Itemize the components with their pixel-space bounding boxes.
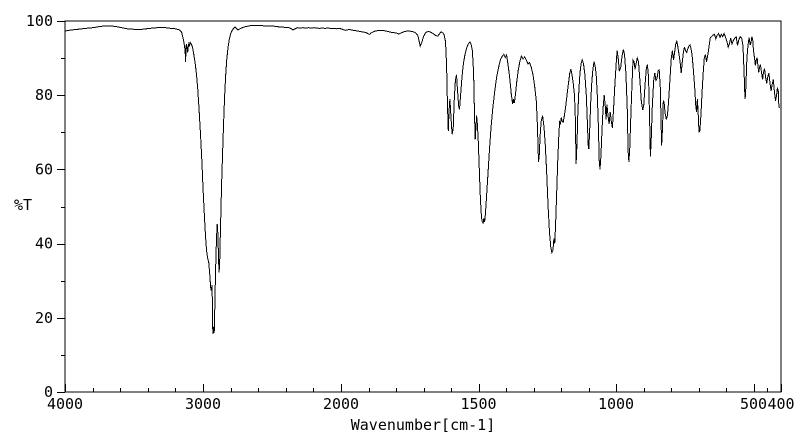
spectrum-trace [64,25,780,335]
y-axis-title: %T [14,196,33,214]
x-axis-title: Wavenumber[cm-1] [350,416,496,434]
plot-border [64,20,782,393]
x-axis-tick-label: 1000 [598,395,634,413]
x-axis-tick-label: 2000 [323,395,359,413]
y-axis-tick-label: 0 [44,383,53,401]
y-axis-tick-label: 80 [35,86,53,104]
y-axis-tick-label: 60 [35,160,53,178]
x-axis-tick-label: 400 [767,395,794,413]
x-axis-tick-label: 500 [740,395,767,413]
x-axis-tick-label: 4000 [47,395,83,413]
y-axis-tick-label: 40 [35,235,53,253]
y-axis-tick-label: 100 [26,12,53,30]
x-axis-tick-label: 1500 [460,395,496,413]
x-axis-tick-label: 3000 [185,395,221,413]
y-axis-tick-label: 20 [35,309,53,327]
